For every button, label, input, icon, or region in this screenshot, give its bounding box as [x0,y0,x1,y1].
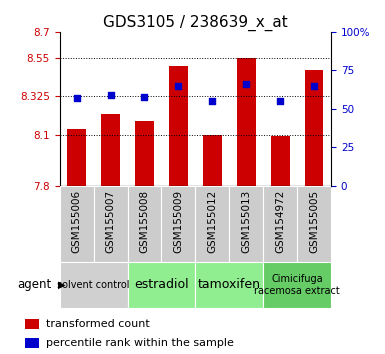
Bar [60,262,127,308]
Text: GSM155007: GSM155007 [105,190,116,253]
Point [141,94,147,99]
Bar [271,136,290,186]
Text: estradiol: estradiol [134,279,189,291]
Bar [169,66,188,186]
Text: GSM155012: GSM155012 [208,190,218,253]
Point [277,98,283,104]
Bar [135,121,154,186]
Bar [297,186,331,262]
Text: Cimicifuga
racemosa extract: Cimicifuga racemosa extract [254,274,340,296]
Point [243,81,249,87]
Text: agent: agent [18,279,52,291]
Text: GSM155005: GSM155005 [309,190,319,253]
Point [175,83,181,88]
Text: GSM155006: GSM155006 [72,190,82,253]
Bar [60,186,94,262]
Text: transformed count: transformed count [46,319,149,329]
Bar [195,186,229,262]
Point [209,98,216,104]
Bar [161,186,195,262]
Point [107,92,114,98]
Text: ▶: ▶ [58,280,65,290]
Text: GSM155013: GSM155013 [241,190,251,253]
Text: solvent control: solvent control [57,280,130,290]
Text: percentile rank within the sample: percentile rank within the sample [46,338,233,348]
Text: tamoxifen: tamoxifen [198,279,261,291]
Bar [229,186,263,262]
Bar [127,262,195,308]
Text: GSM155008: GSM155008 [139,190,149,253]
Bar [101,114,120,186]
Bar [195,262,263,308]
Bar [25,319,38,329]
Bar [263,262,331,308]
Bar [263,186,297,262]
Bar [25,338,38,348]
Text: GSM155009: GSM155009 [173,190,183,253]
Bar [305,69,323,186]
Title: GDS3105 / 238639_x_at: GDS3105 / 238639_x_at [103,14,288,30]
Bar [94,186,127,262]
Bar [127,186,161,262]
Bar [67,129,86,186]
Text: GSM154972: GSM154972 [275,190,285,253]
Point [74,95,80,101]
Bar [237,57,256,186]
Point [311,83,317,88]
Bar [203,135,222,186]
